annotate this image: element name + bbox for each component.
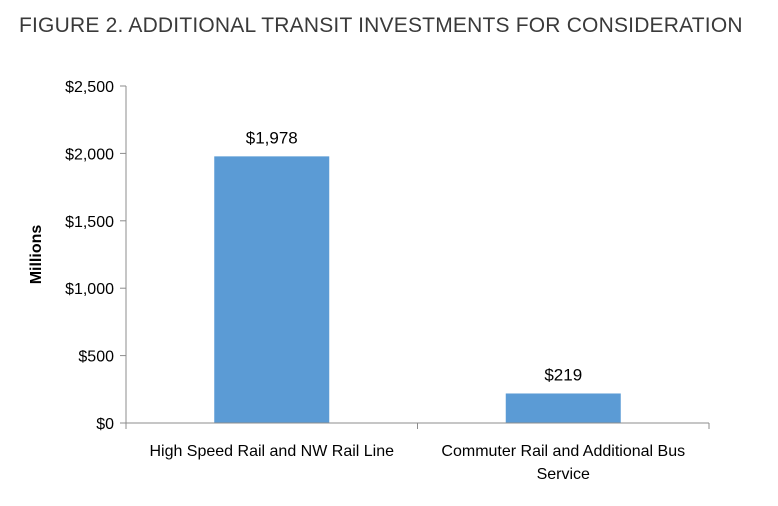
- y-tick-label: $500: [78, 349, 114, 366]
- bar: [214, 156, 330, 423]
- y-tick-label: $1,000: [65, 281, 114, 298]
- y-tick-label: $2,500: [65, 79, 114, 96]
- x-category-label: Commuter Rail and Additional Bus Service: [441, 443, 685, 483]
- y-axis-title: Millions: [28, 225, 45, 285]
- y-tick-label: $1,500: [65, 214, 114, 231]
- x-category-label-line: Service: [537, 466, 590, 483]
- y-axis-title-group: Millions: [28, 225, 45, 285]
- bar: [505, 393, 621, 423]
- y-ticks: $0 $500 $1,000 $1,500 $2,000 $2,500: [65, 79, 126, 433]
- y-tick-label: $2,000: [65, 146, 114, 163]
- data-labels: $1,978 $219: [246, 128, 582, 384]
- figure-title: FIGURE 2. ADDITIONAL TRANSIT INVESTMENTS…: [19, 14, 743, 37]
- y-tick-label: $0: [96, 416, 114, 433]
- axes: [125, 86, 710, 429]
- bar-data-label: $219: [544, 365, 582, 384]
- bar-data-label: $1,978: [246, 128, 298, 147]
- bars: [214, 156, 621, 423]
- x-category-label-line: High Speed Rail and NW Rail Line: [149, 443, 394, 460]
- category-labels: High Speed Rail and NW Rail Line Commuter…: [149, 443, 685, 483]
- x-category-label-line: Commuter Rail and Additional Bus: [441, 443, 685, 460]
- x-category-label: High Speed Rail and NW Rail Line: [149, 443, 394, 460]
